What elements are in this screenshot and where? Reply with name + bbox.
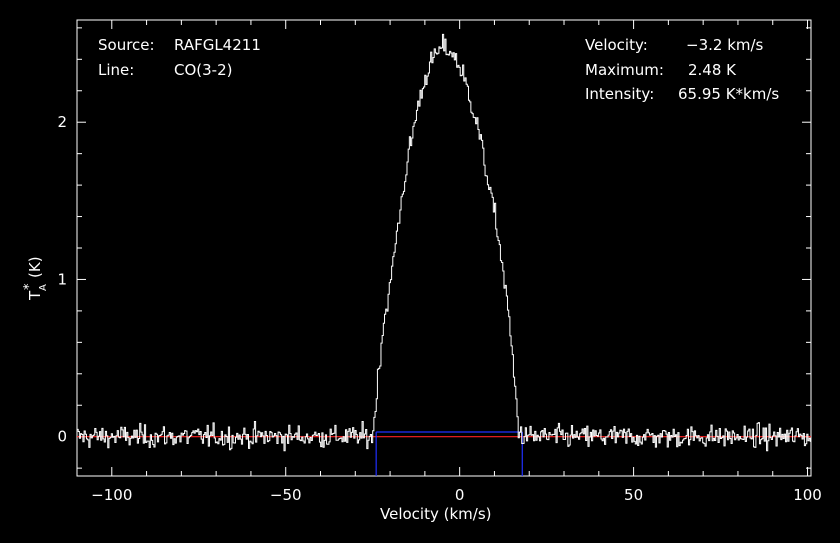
source-value: RAFGL4211 [174, 36, 261, 54]
intensity-value: 65.95 K*km/s [678, 85, 779, 103]
x-tick-label: −100 [91, 486, 132, 504]
line-label: Line: [98, 61, 134, 79]
y-axis-label-sup: * [22, 283, 37, 290]
line-value: CO(3-2) [174, 61, 232, 79]
velocity-value: −3.2 km/s [686, 36, 764, 54]
y-axis-label-sub: A [38, 284, 49, 291]
tick-labels: −100 −50 0 50 100 0 1 2 [57, 113, 821, 504]
axis-ticks [76, 20, 811, 476]
y-axis-label-unit: (K) [26, 256, 44, 278]
x-tick-label: −50 [270, 486, 302, 504]
spectrum-line [77, 33, 812, 452]
x-axis-label: Velocity (km/s) [380, 505, 491, 523]
x-tick-label: 0 [455, 486, 465, 504]
y-tick-label: 1 [57, 270, 67, 288]
x-tick-label: 100 [793, 486, 822, 504]
maximum-label: Maximum: [585, 61, 664, 79]
spectrum-layer [77, 33, 812, 452]
y-tick-label: 2 [57, 113, 67, 131]
velocity-label: Velocity: [585, 36, 648, 54]
info-block-right: Velocity: −3.2 km/s Maximum: 2.48 K Inte… [585, 36, 779, 103]
y-axis-label: T A * (K) [22, 256, 49, 301]
integration-window-layer [375, 431, 523, 476]
y-tick-label: 0 [57, 428, 67, 446]
intensity-label: Intensity: [585, 85, 654, 103]
maximum-value: 2.48 K [688, 61, 737, 79]
x-tick-label: 50 [624, 486, 643, 504]
y-axis-label-main: T [26, 290, 44, 301]
source-label: Source: [98, 36, 155, 54]
info-block-left: Source: RAFGL4211 Line: CO(3-2) [98, 36, 261, 79]
